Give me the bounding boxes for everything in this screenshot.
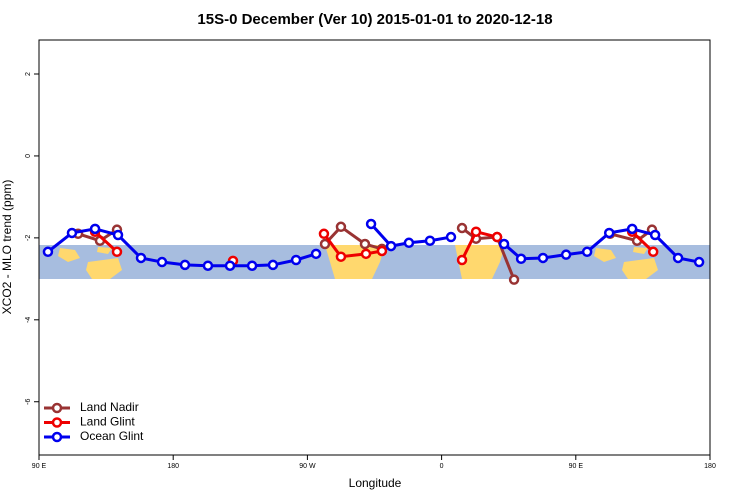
data-point xyxy=(318,228,330,240)
data-point xyxy=(403,237,415,249)
data-point xyxy=(112,229,124,241)
y-tick-label: -6 xyxy=(25,399,32,405)
data-point xyxy=(498,238,510,250)
x-tick-label: 90 E xyxy=(32,463,47,470)
data-point xyxy=(246,260,258,271)
x-tick-label: 180 xyxy=(704,463,716,470)
data-point xyxy=(310,248,322,260)
land-indonesia-1 xyxy=(58,247,122,279)
data-point xyxy=(647,246,659,258)
data-point xyxy=(335,251,347,262)
data-point xyxy=(359,238,371,250)
data-point xyxy=(515,253,527,265)
data-point xyxy=(365,218,377,230)
data-point xyxy=(456,254,468,266)
y-tick-label: 2 xyxy=(25,72,32,76)
data-point xyxy=(626,223,638,235)
data-point xyxy=(89,223,101,235)
data-point xyxy=(156,256,168,268)
data-point xyxy=(135,252,147,264)
data-point xyxy=(202,260,214,271)
data-point xyxy=(360,248,372,260)
data-point xyxy=(649,229,661,241)
data-point xyxy=(581,246,593,258)
x-tick-label: 180 xyxy=(167,463,179,470)
data-point xyxy=(179,259,191,271)
data-point xyxy=(470,226,482,237)
data-point xyxy=(560,249,572,260)
legend-marker xyxy=(51,402,63,414)
legend-label: Ocean Glint xyxy=(80,429,144,443)
legend-marker xyxy=(51,431,63,443)
data-point xyxy=(424,235,436,246)
series-line xyxy=(94,229,655,261)
y-tick-label: 0 xyxy=(25,154,32,158)
data-point xyxy=(111,246,123,258)
data-point xyxy=(376,245,388,257)
data-point xyxy=(693,256,705,268)
data-point xyxy=(508,274,520,285)
data-point xyxy=(385,240,397,252)
data-point xyxy=(491,231,503,243)
data-point xyxy=(335,221,347,233)
data-point xyxy=(456,222,468,234)
data-point xyxy=(537,252,549,264)
y-axis-label: XCO2 - MLO trend (ppm) xyxy=(0,180,14,315)
y-tick-label: -4 xyxy=(25,317,32,323)
legend-marker xyxy=(51,417,63,428)
legend-label: Land Glint xyxy=(80,415,135,429)
x-tick-label: 90 W xyxy=(299,463,316,470)
legend-label: Land Nadir xyxy=(80,400,139,414)
x-axis-label: Longitude xyxy=(349,476,402,490)
data-point xyxy=(66,227,78,239)
land-indonesia-2 xyxy=(594,247,658,279)
plot-frame xyxy=(38,39,711,456)
data-point xyxy=(672,252,684,264)
x-tick-label: 90 E xyxy=(569,463,584,470)
land-south-america xyxy=(455,245,505,279)
map-band xyxy=(39,245,710,279)
data-point xyxy=(290,254,302,266)
chart-title: 15S-0 December (Ver 10) 2015-01-01 to 20… xyxy=(197,11,552,28)
data-point xyxy=(319,238,331,250)
data-point xyxy=(445,231,457,243)
data-point xyxy=(42,246,54,258)
data-point xyxy=(224,260,236,271)
x-tick-label: 0 xyxy=(440,463,444,470)
y-tick-label: -2 xyxy=(25,235,32,241)
data-point xyxy=(267,259,279,271)
data-point xyxy=(603,227,615,239)
